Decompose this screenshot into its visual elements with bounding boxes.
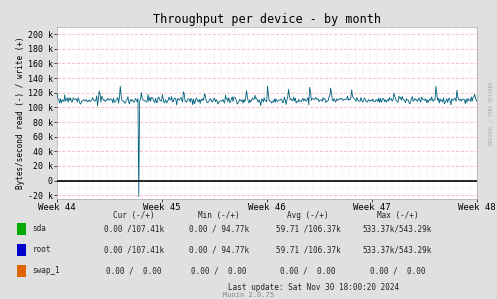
Text: 0.00 /  0.00: 0.00 / 0.00: [370, 266, 425, 275]
Y-axis label: Bytes/second read (-) / write (+): Bytes/second read (-) / write (+): [16, 36, 25, 189]
Text: 0.00 /107.41k: 0.00 /107.41k: [104, 224, 164, 233]
Text: 533.37k/543.29k: 533.37k/543.29k: [363, 224, 432, 233]
Text: Last update: Sat Nov 30 18:00:20 2024: Last update: Sat Nov 30 18:00:20 2024: [228, 283, 399, 292]
Text: RRDTOOL / TOBI OETIKER: RRDTOOL / TOBI OETIKER: [489, 82, 494, 145]
Text: 533.37k/543.29k: 533.37k/543.29k: [363, 245, 432, 254]
Text: 0.00 /  0.00: 0.00 / 0.00: [280, 266, 336, 275]
Text: 59.71 /106.37k: 59.71 /106.37k: [276, 224, 340, 233]
Text: root: root: [32, 245, 51, 254]
Text: sda: sda: [32, 224, 46, 233]
Text: Min (-/+): Min (-/+): [198, 211, 240, 220]
Text: 0.00 / 94.77k: 0.00 / 94.77k: [189, 245, 248, 254]
Text: 0.00 /  0.00: 0.00 / 0.00: [106, 266, 162, 275]
Text: Cur (-/+): Cur (-/+): [113, 211, 155, 220]
Text: swap_1: swap_1: [32, 266, 60, 275]
Text: 59.71 /106.37k: 59.71 /106.37k: [276, 245, 340, 254]
Title: Throughput per device - by month: Throughput per device - by month: [153, 13, 381, 26]
Text: 0.00 /107.41k: 0.00 /107.41k: [104, 245, 164, 254]
Text: Munin 2.0.75: Munin 2.0.75: [223, 292, 274, 298]
Text: 0.00 /  0.00: 0.00 / 0.00: [191, 266, 247, 275]
Text: Avg (-/+): Avg (-/+): [287, 211, 329, 220]
Text: 0.00 / 94.77k: 0.00 / 94.77k: [189, 224, 248, 233]
Text: Max (-/+): Max (-/+): [377, 211, 418, 220]
